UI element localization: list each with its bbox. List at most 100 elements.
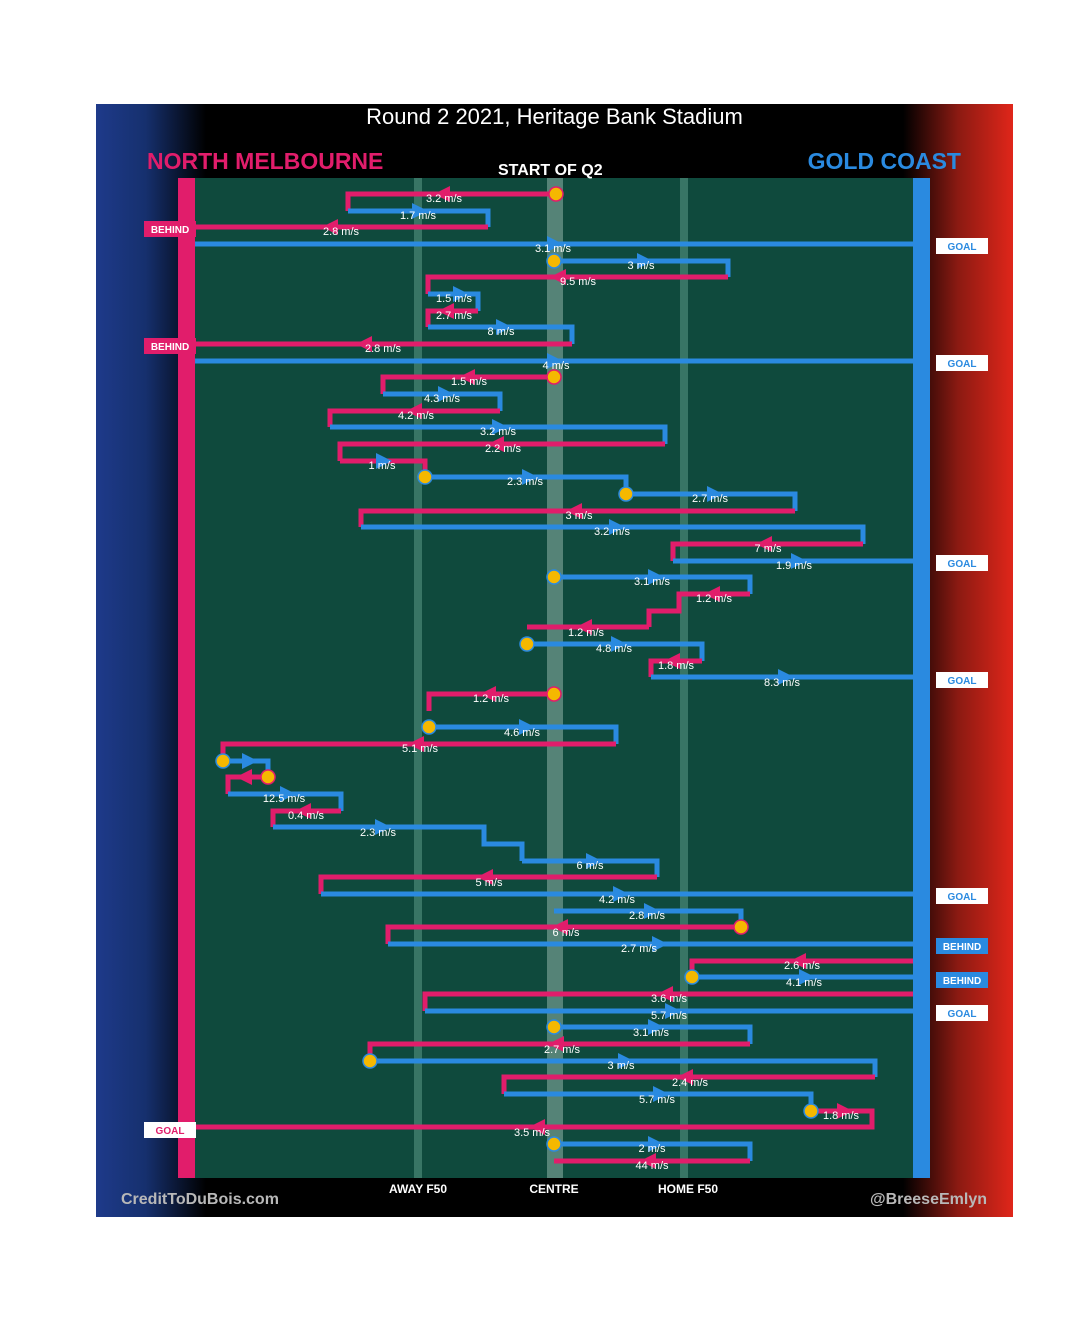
score-event-badge xyxy=(936,972,988,988)
speed-label: 8.3 m/s xyxy=(764,677,801,689)
speed-label: 1.8 m/s xyxy=(823,1110,860,1122)
score-event-label: GOAL xyxy=(156,1126,185,1137)
speed-label: 4.8 m/s xyxy=(596,643,633,655)
speed-label: 3.2 m/s xyxy=(594,526,631,538)
direction-arrow xyxy=(677,1069,693,1085)
chart-title: Round 2 2021, Heritage Bank Stadium xyxy=(366,104,743,129)
score-event-badge xyxy=(144,1122,196,1138)
chain-path xyxy=(383,391,503,411)
speed-label: 2.6 m/s xyxy=(784,960,821,972)
north-goal-bar xyxy=(178,178,195,1178)
direction-arrow xyxy=(522,469,538,485)
score-event-label: GOAL xyxy=(948,242,977,253)
chain-path xyxy=(626,491,798,511)
ball-marker xyxy=(260,769,276,785)
direction-arrow xyxy=(376,453,392,469)
direction-arrow xyxy=(652,936,668,952)
direction-arrow xyxy=(459,369,475,385)
direction-arrow xyxy=(496,319,512,335)
direction-arrow xyxy=(790,953,806,969)
chain-path xyxy=(429,724,619,744)
speed-label: 1.2 m/s xyxy=(696,593,733,605)
score-event-label: GOAL xyxy=(948,676,977,687)
direction-arrow xyxy=(611,636,627,652)
chain-path xyxy=(178,1108,875,1130)
ball-marker xyxy=(417,469,433,485)
chain-path xyxy=(370,1058,878,1077)
direction-arrow xyxy=(707,486,723,502)
speed-label: 4.2 m/s xyxy=(398,410,435,422)
speed-label: 3.2 m/s xyxy=(426,193,463,205)
chain-path xyxy=(554,1141,753,1161)
chain-path xyxy=(428,291,481,311)
direction-arrow xyxy=(778,669,794,685)
x-axis-label: AWAY F50 xyxy=(389,1182,447,1196)
speed-label: 2.7 m/s xyxy=(621,943,658,955)
direction-arrow xyxy=(664,653,680,669)
direction-arrow xyxy=(791,553,807,569)
direction-arrow xyxy=(657,986,673,1002)
direction-arrow xyxy=(236,769,252,785)
direction-arrow xyxy=(488,436,504,452)
direction-arrow xyxy=(566,503,582,519)
ball-marker xyxy=(546,1136,562,1152)
direction-arrow xyxy=(529,1119,545,1135)
ball-marker xyxy=(546,1019,562,1035)
speed-label: 2.7 m/s xyxy=(544,1044,581,1056)
ball-marker xyxy=(733,919,749,935)
speed-label: 0.4 m/s xyxy=(288,810,325,822)
gold-coast-team-label: GOLD COAST xyxy=(807,148,961,174)
speed-label: 5.1 m/s xyxy=(402,743,439,755)
speed-label: 3 m/s xyxy=(628,260,655,272)
direction-arrow xyxy=(648,569,664,585)
direction-arrow xyxy=(704,586,720,602)
direction-arrow xyxy=(453,286,469,302)
score-event-label: GOAL xyxy=(948,1009,977,1020)
speed-label: 3 m/s xyxy=(566,510,593,522)
speed-label: 1.2 m/s xyxy=(568,627,605,639)
speed-label: 6 m/s xyxy=(577,860,604,872)
direction-arrow xyxy=(434,186,450,202)
speed-label: 3 m/s xyxy=(608,1060,635,1072)
credit-left: CreditToDuBois.com xyxy=(121,1191,279,1208)
chain-path xyxy=(527,641,705,661)
direction-arrow xyxy=(576,619,592,635)
score-event-label: BEHIND xyxy=(943,976,981,987)
chain-path xyxy=(428,324,575,344)
speed-label: 4.6 m/s xyxy=(504,727,541,739)
direction-arrow xyxy=(640,1153,656,1169)
chain-path xyxy=(327,408,500,427)
direction-arrow xyxy=(295,803,311,819)
speed-label: 7 m/s xyxy=(755,543,782,555)
speed-label: 5.7 m/s xyxy=(651,1010,688,1022)
chain-path xyxy=(646,591,750,627)
speed-label: 3.1 m/s xyxy=(634,576,671,588)
ball-marker xyxy=(362,1053,378,1069)
direction-arrow xyxy=(322,219,338,235)
chain-path xyxy=(554,258,731,277)
direction-arrow xyxy=(408,736,424,752)
chain-path xyxy=(385,924,741,944)
direction-arrow xyxy=(548,1036,564,1052)
score-event-label: GOAL xyxy=(948,359,977,370)
score-event-badge xyxy=(936,1005,988,1021)
ball-marker xyxy=(546,569,562,585)
direction-arrow xyxy=(637,253,653,269)
direction-arrow xyxy=(618,1053,634,1069)
chain-path xyxy=(670,541,863,561)
direction-arrow xyxy=(492,419,508,435)
direction-arrow xyxy=(586,853,602,869)
direction-arrow xyxy=(438,386,454,402)
north-team-label: NORTH MELBOURNE xyxy=(147,148,384,174)
direction-arrow xyxy=(837,1103,853,1119)
speed-label: 44 m/s xyxy=(635,1160,669,1172)
speed-label: 9.5 m/s xyxy=(560,276,597,288)
ball-marker xyxy=(548,186,564,202)
chain-plot: AWAY F50 CENTRE HOME F50 3.2 m/s 1.7 m/s 2.8 … xyxy=(144,178,988,1196)
speed-label: 4.3 m/s xyxy=(424,393,461,405)
chain-path xyxy=(554,1024,753,1044)
chain-path xyxy=(318,874,657,894)
score-event-badge xyxy=(936,555,988,571)
speed-label: 1.9 m/s xyxy=(776,560,813,572)
direction-arrow xyxy=(644,903,660,919)
